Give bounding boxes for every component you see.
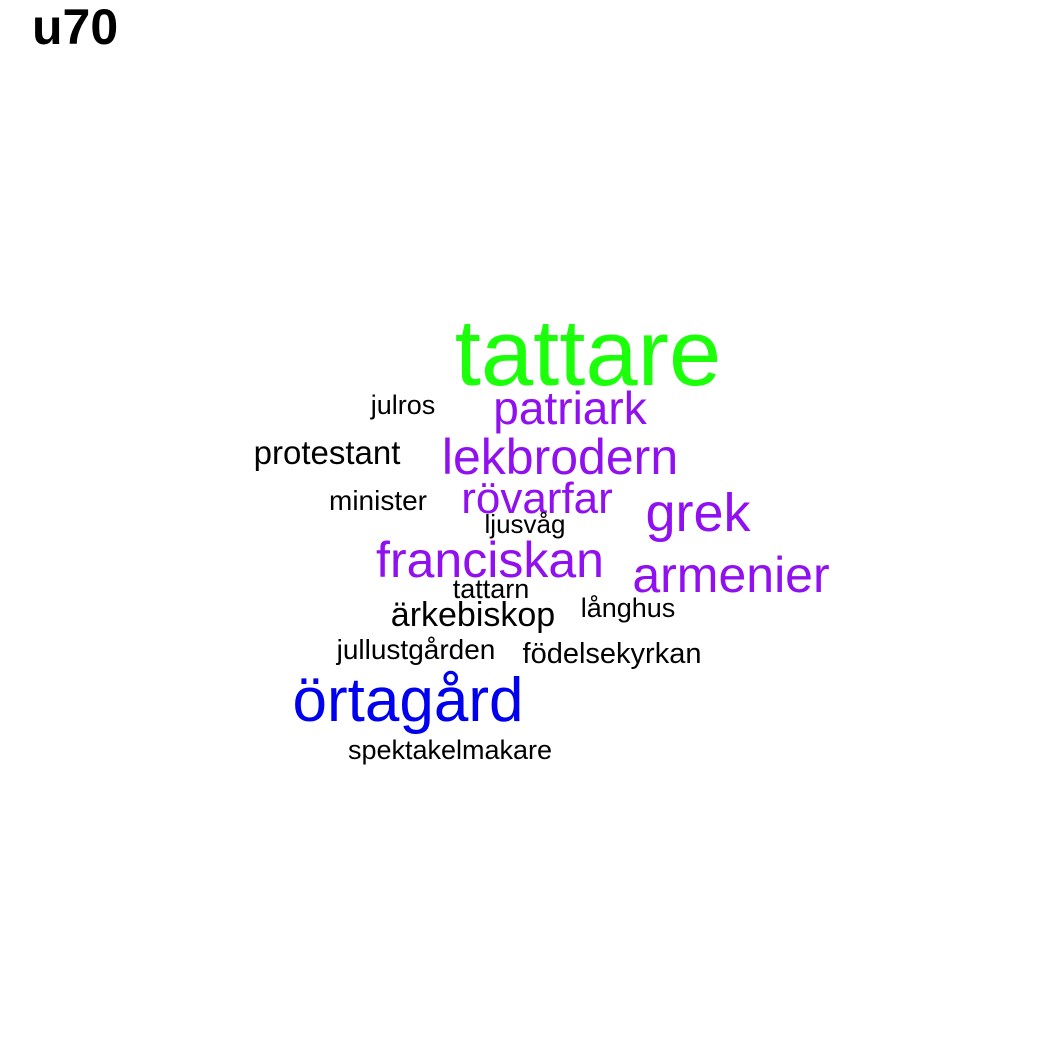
word-franciskan: franciskan (376, 532, 604, 588)
word-spektakelmakare: spektakelmakare (347, 735, 553, 765)
chart-title: u70 (32, 0, 119, 55)
word-protestant: protestant (253, 434, 401, 471)
word-arkebiskop: ärkebiskop (390, 596, 556, 634)
word-armenier: armenier (632, 547, 830, 603)
word-ljusvag: ljusvåg (484, 509, 566, 539)
word-tattare: tattare (454, 300, 722, 405)
word-fodelsekyrkan: födelsekyrkan (522, 638, 702, 670)
word-langhus: långhus (580, 593, 676, 623)
word-grek: grek (645, 483, 751, 543)
word-lekbrodern: lekbrodern (441, 429, 679, 485)
word-tattarn: tattarn (452, 574, 530, 604)
word-julros: julros (370, 390, 436, 420)
word-rovarfar: rövarfar (461, 474, 613, 523)
word-minister: minister (328, 485, 428, 516)
word-ortagard: örtagård (292, 666, 524, 735)
word-patriark: patriark (493, 382, 647, 434)
word-jullustgarden: jullustgården (336, 634, 496, 665)
